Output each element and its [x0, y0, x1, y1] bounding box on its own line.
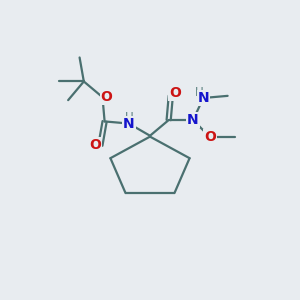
- Text: N: N: [187, 113, 199, 127]
- Text: H: H: [195, 85, 204, 98]
- Text: O: O: [101, 90, 112, 104]
- Text: N: N: [197, 91, 209, 105]
- Text: O: O: [89, 138, 101, 152]
- Text: H: H: [124, 110, 133, 124]
- Text: O: O: [169, 86, 181, 100]
- Text: O: O: [204, 130, 216, 144]
- Text: N: N: [123, 116, 135, 130]
